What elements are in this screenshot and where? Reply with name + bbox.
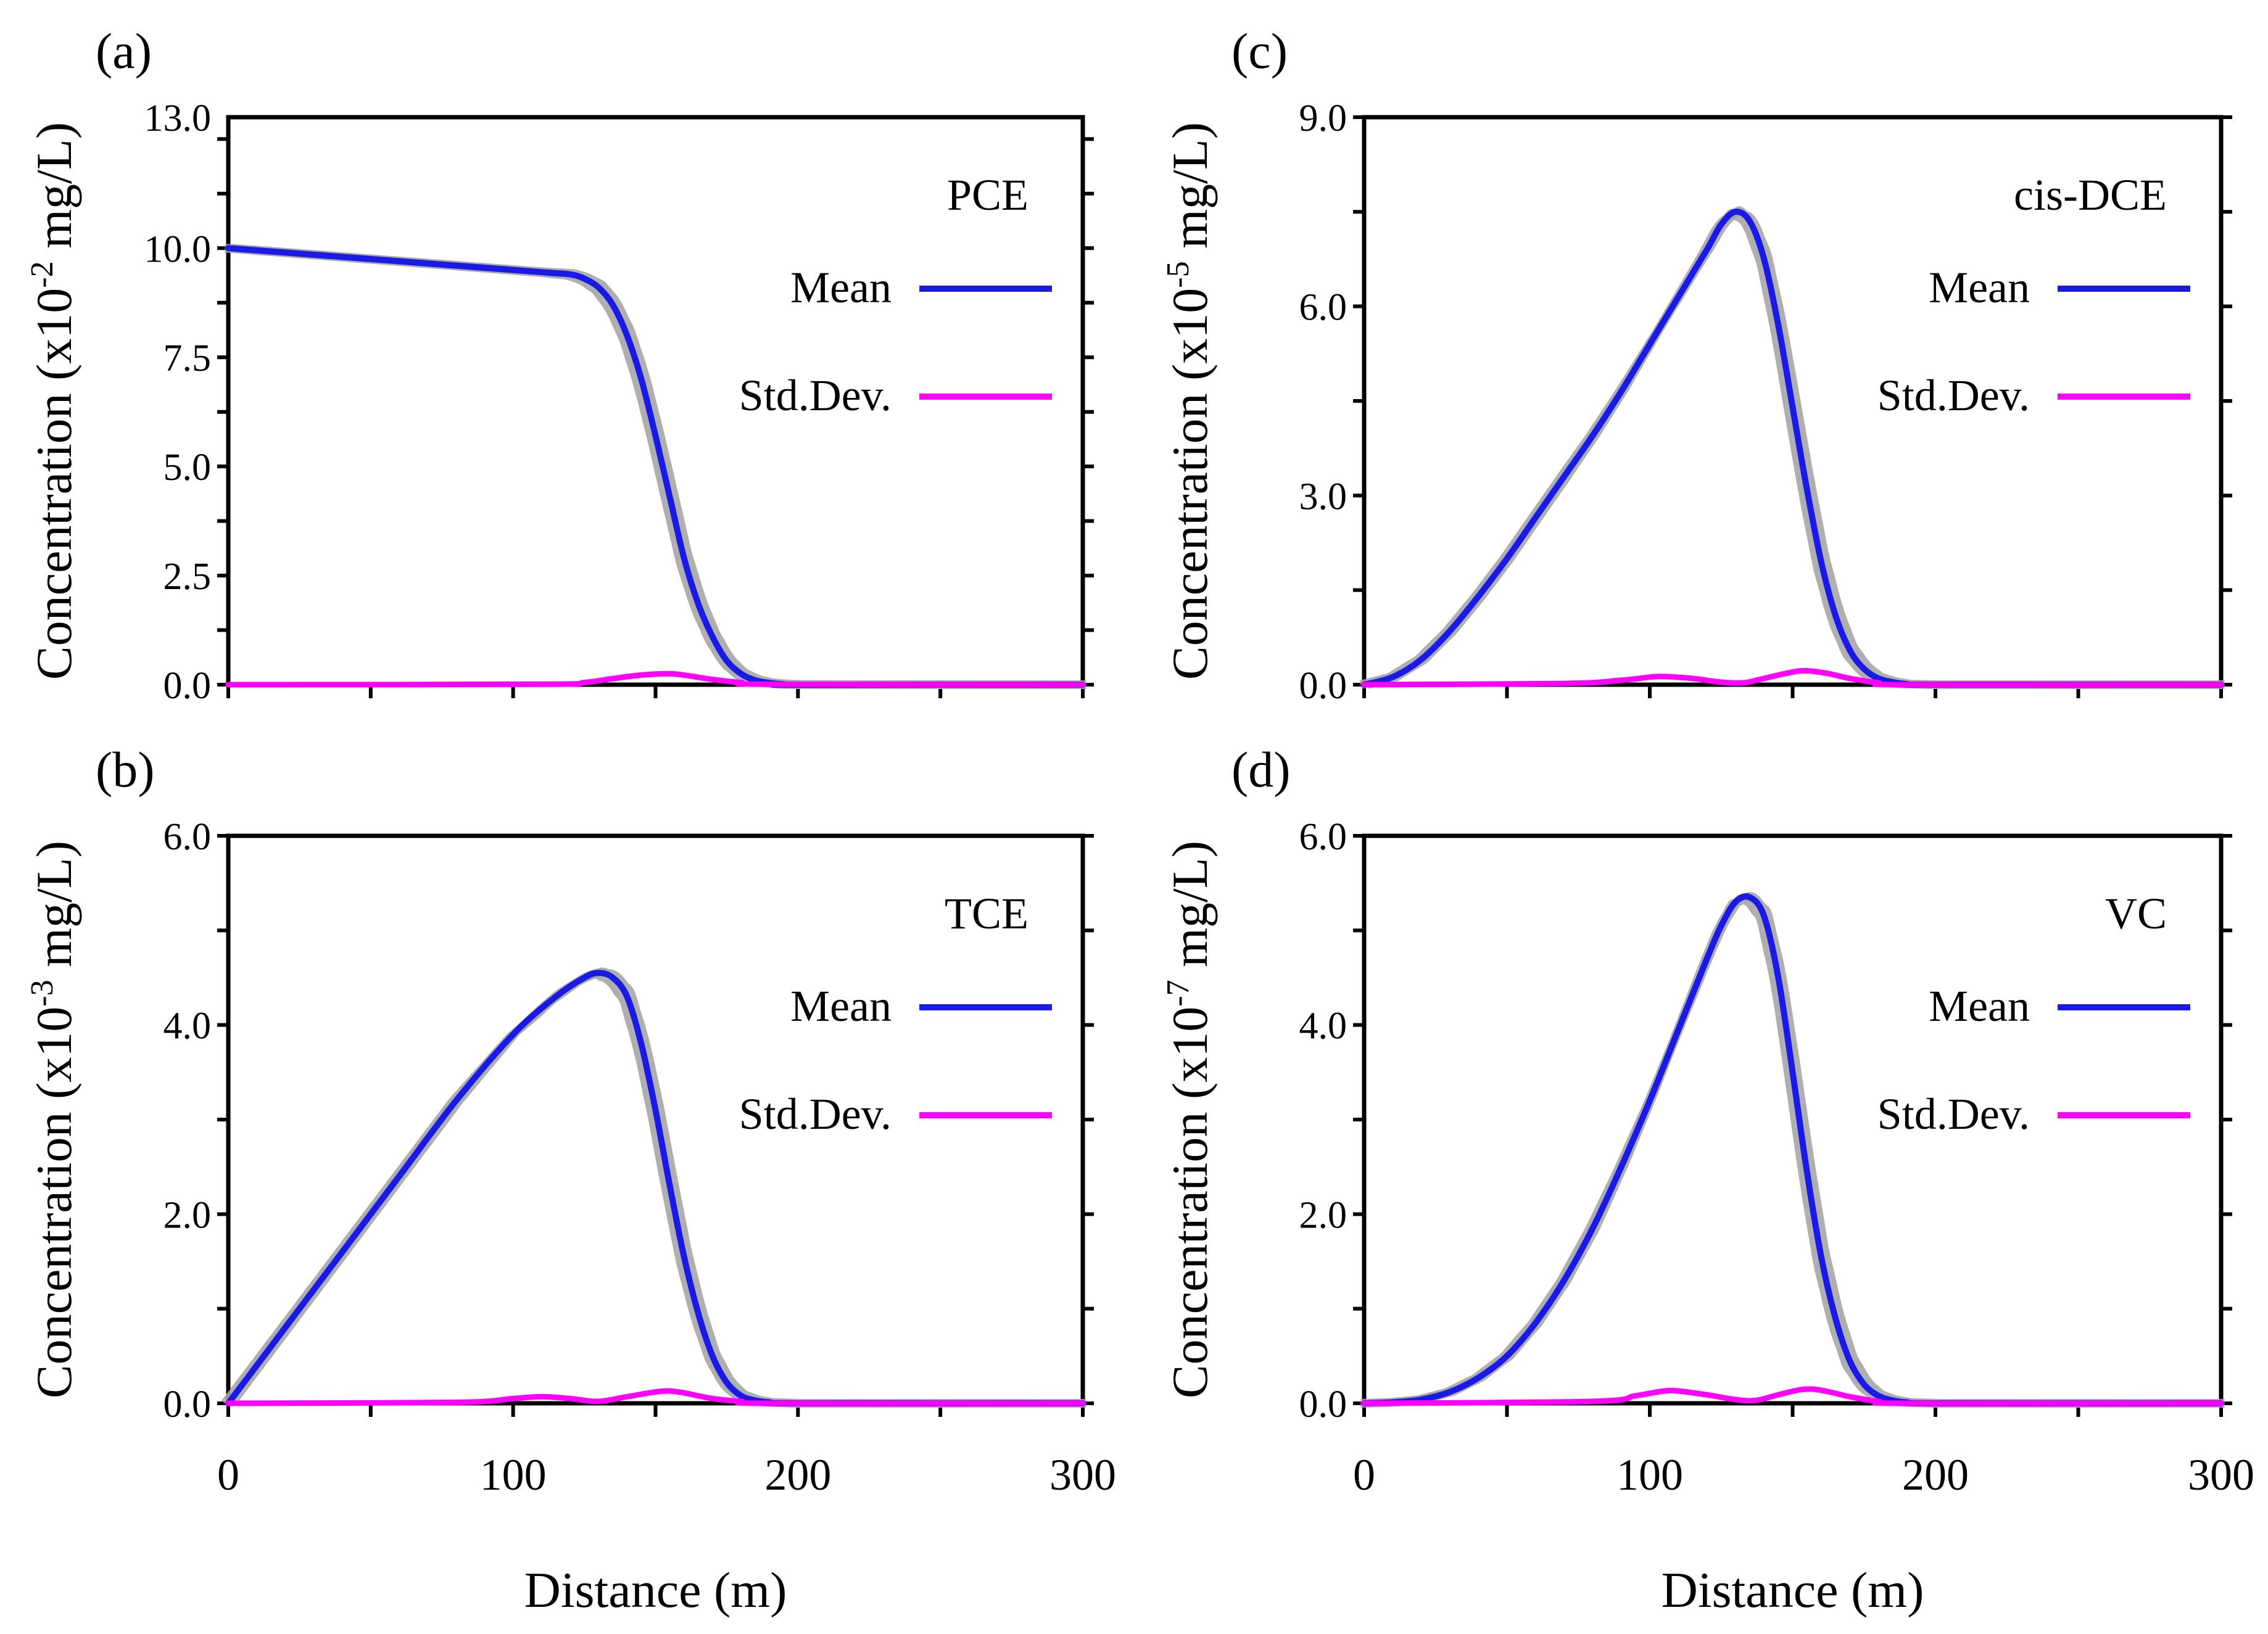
y-tick-label: 4.0 — [163, 1005, 212, 1047]
species-label: VC — [2105, 889, 2167, 938]
y-axis-title: Concentration (x10-5 mg/L) — [1161, 122, 1218, 680]
panel-b: (b) 0.0 2.0 4.0 6.0 0 100 200 300 Distance (m) Con… — [25, 741, 1116, 1618]
y-axis-title-suffix: mg/L) — [26, 122, 82, 261]
series-mean-line — [225, 970, 1086, 1407]
y-axis-exponent: -5 — [1161, 261, 1196, 287]
species-label: PCE — [947, 170, 1028, 220]
y-axis-title-suffix: mg/L) — [1162, 122, 1218, 261]
y-axis-title-prefix: Concentration (x10 — [26, 1007, 82, 1398]
x-tick-label: 300 — [2188, 1450, 2254, 1500]
y-tick-label: 0.0 — [1299, 1384, 1347, 1426]
y-axis-title-suffix: mg/L) — [26, 841, 82, 980]
panel-c: (c) 0.0 3.0 6.0 9.0 Concentration (x10-5 mg/L… — [1161, 23, 2232, 707]
y-axis-exponent: -3 — [25, 980, 60, 1006]
x-tick-label: 200 — [764, 1450, 831, 1500]
y-tick-label: 5.0 — [163, 447, 212, 489]
realization-curve — [221, 970, 1080, 1408]
legend-label-mean: Mean — [790, 981, 892, 1031]
x-axis-title: Distance (m) — [524, 1562, 787, 1618]
y-axis-exponent: -7 — [1161, 980, 1196, 1006]
y-axis-exponent: -2 — [25, 261, 60, 287]
series-stddev-line — [1361, 667, 2224, 688]
realization-curve — [224, 244, 1080, 689]
y-tick-label: 0.0 — [1299, 665, 1347, 707]
panel-label: (c) — [1231, 23, 1288, 79]
series-mean-line — [1361, 893, 2224, 1407]
y-axis-title-suffix: mg/L) — [1162, 841, 1218, 980]
series-stddev-line — [1361, 1386, 2224, 1406]
series-stddev-line — [225, 1388, 1086, 1406]
species-label: cis-DCE — [2014, 170, 2167, 220]
species-label: TCE — [945, 889, 1028, 938]
y-tick-label: 0.0 — [163, 1384, 212, 1426]
panel-label: (d) — [1231, 741, 1291, 798]
x-tick-label: 0 — [1353, 1450, 1375, 1500]
legend-label-stddev: Std.Dev. — [1877, 371, 2030, 420]
y-tick-label: 9.0 — [1299, 97, 1347, 139]
y-axis-title: Concentration (x10-2 mg/L) — [25, 122, 82, 680]
x-tick-label: 200 — [1902, 1450, 1969, 1500]
legend-label-stddev: Std.Dev. — [1877, 1089, 2030, 1139]
legend-label-mean: Mean — [1929, 263, 2030, 312]
x-tick-label: 0 — [217, 1450, 239, 1500]
legend-label-stddev: Std.Dev. — [739, 1089, 892, 1139]
y-axis-title-prefix: Concentration (x10 — [1162, 1007, 1218, 1398]
y-axis-title-prefix: Concentration (x10 — [1162, 288, 1218, 680]
panel-label: (b) — [96, 741, 155, 798]
realization-curve — [228, 967, 1086, 1408]
panel-label: (a) — [96, 23, 152, 79]
legend-label-mean: Mean — [1929, 981, 2030, 1031]
y-axis-title: Concentration (x10-3 mg/L) — [25, 841, 82, 1398]
y-tick-label: 7.5 — [163, 337, 212, 379]
y-axis-title: Concentration (x10-7 mg/L) — [1161, 841, 1218, 1398]
realization-curve — [1360, 896, 2218, 1408]
y-tick-label: 2.5 — [163, 556, 212, 598]
legend-label-mean: Mean — [790, 263, 892, 312]
y-tick-label: 4.0 — [1299, 1005, 1347, 1047]
series-mean-line — [1361, 208, 2224, 688]
x-tick-label: 100 — [480, 1450, 547, 1500]
x-tick-label: 100 — [1616, 1450, 1683, 1500]
realization-curve — [1359, 208, 2218, 689]
panel-a: (a) 0.0 2.5 5.0 7.5 10.0 13.0 Concentration (x1… — [25, 23, 1094, 707]
legend-label-stddev: Std.Dev. — [739, 371, 892, 420]
y-tick-label: 6.0 — [1299, 287, 1347, 329]
y-tick-label: 10.0 — [144, 228, 212, 270]
y-axis-title-prefix: Concentration (x10 — [26, 288, 82, 680]
y-tick-label: 6.0 — [1299, 816, 1347, 858]
series-stddev-line — [225, 671, 1086, 688]
y-tick-label: 13.0 — [144, 97, 212, 139]
y-tick-label: 6.0 — [163, 816, 212, 858]
x-axis-title: Distance (m) — [1662, 1562, 1924, 1618]
panel-d: (d) 0.0 2.0 4.0 6.0 0 100 200 300 Distance (m) Con… — [1161, 741, 2254, 1618]
y-tick-label: 0.0 — [163, 665, 212, 707]
x-tick-label: 300 — [1049, 1450, 1116, 1500]
y-tick-label: 3.0 — [1299, 476, 1347, 518]
y-tick-label: 2.0 — [1299, 1194, 1347, 1236]
y-tick-label: 2.0 — [163, 1194, 212, 1236]
